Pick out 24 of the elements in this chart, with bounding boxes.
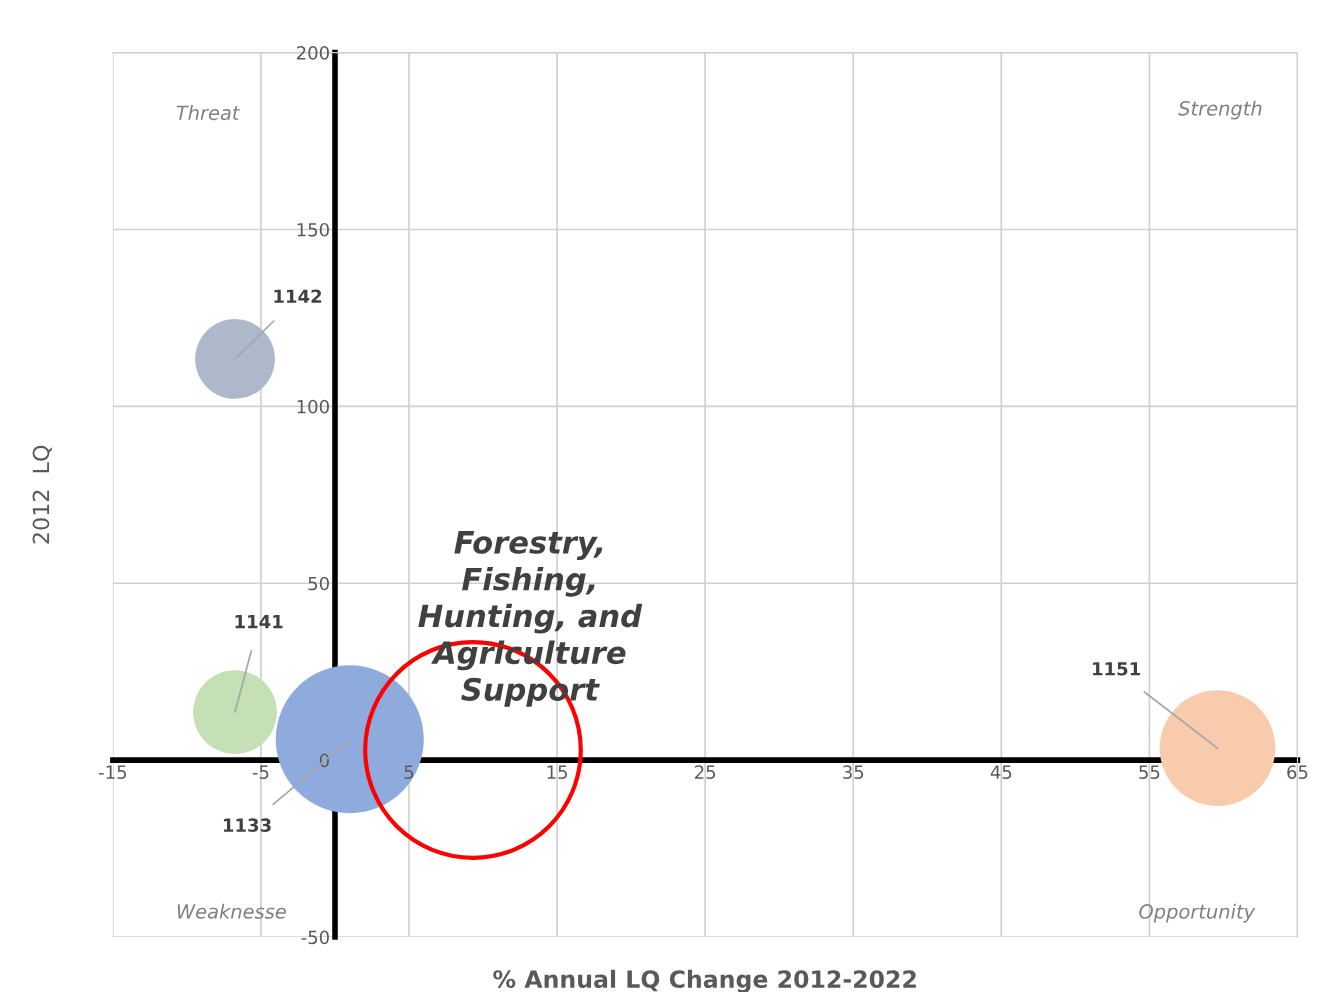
x-tick-label: 25 <box>695 765 716 779</box>
y-tick-label: 100 <box>297 399 329 414</box>
annotation: Weaknesse <box>177 903 286 919</box>
text: 1141 <box>235 614 283 629</box>
y-tick-label: -50 <box>301 930 329 945</box>
annotation: Strength <box>1178 100 1262 120</box>
y-tick-label: 150 <box>297 222 329 237</box>
x-tick-label: 45 <box>990 765 1012 779</box>
x-tick-label: -15 <box>99 765 127 779</box>
x-tick-label: 65 <box>1287 765 1308 779</box>
y-axis-title: 2012 LQ <box>32 445 52 544</box>
annotation: Threat <box>176 105 241 121</box>
y-tick-label: 200 <box>296 46 329 60</box>
x-tick-label: -5 <box>252 765 269 779</box>
x-tick-label: 5 <box>404 765 414 779</box>
annotation: Opportunity <box>1139 903 1256 923</box>
text: 1133 <box>223 818 271 833</box>
x-tick-label: 35 <box>843 765 864 779</box>
x-tick-label: 55 <box>1139 765 1160 779</box>
text: 1151 <box>1093 662 1140 676</box>
x-axis-title: % Annual LQ Change 2012-2022 <box>493 969 916 992</box>
x-tick-label: 15 <box>547 765 568 779</box>
series-label: 1142 <box>274 289 322 303</box>
y-tick-label: 50 <box>308 576 329 591</box>
